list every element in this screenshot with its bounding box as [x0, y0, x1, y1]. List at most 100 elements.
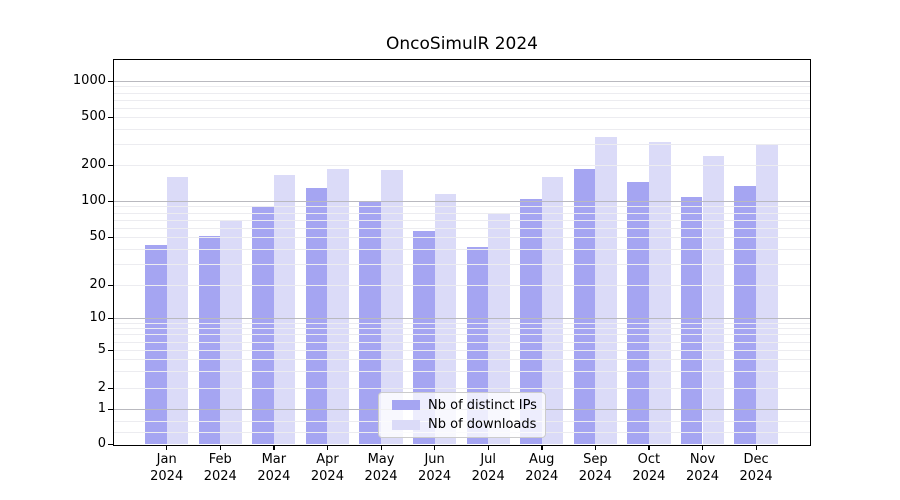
distinct-ips-swatch-icon	[392, 400, 420, 411]
y-tick-mark	[108, 443, 113, 445]
y-tick-label: 50	[89, 229, 106, 244]
y-tick-mark	[108, 387, 113, 389]
x-tick-mark	[380, 445, 382, 450]
y-tick-label: 1000	[72, 73, 106, 88]
gridline-minor	[114, 227, 810, 229]
plot-area	[114, 60, 810, 444]
gridline-minor	[114, 128, 810, 130]
bar-downloads	[381, 170, 403, 444]
gridline-minor	[114, 371, 810, 373]
x-tick-label: Feb 2024	[203, 452, 237, 484]
bar-downloads	[327, 168, 350, 444]
gridline-major	[114, 201, 810, 202]
legend-label-downloads: Nb of downloads	[428, 417, 537, 433]
legend-label-distinct-ips: Nb of distinct IPs	[428, 397, 537, 413]
y-tick-label: 0	[97, 436, 106, 451]
y-tick-mark	[108, 200, 113, 202]
bar-downloads	[756, 145, 778, 444]
bar-downloads	[220, 220, 242, 444]
bar-distinct-ips	[198, 235, 221, 444]
y-tick-label: 1	[97, 401, 106, 416]
bar-distinct-ips	[573, 169, 596, 444]
x-tick-label: May 2024	[364, 452, 398, 484]
legend: Nb of distinct IPs Nb of downloads	[378, 392, 546, 438]
x-tick-label: Aug 2024	[525, 452, 559, 484]
bar-distinct-ips	[252, 205, 274, 444]
bar-distinct-ips	[305, 188, 328, 444]
y-tick-label: 200	[81, 157, 106, 172]
y-tick-mark	[108, 284, 113, 286]
bar-distinct-ips	[627, 182, 649, 444]
gridline-minor	[114, 388, 810, 389]
y-tick-label: 20	[89, 277, 106, 292]
y-tick-mark	[108, 164, 113, 166]
x-tick-mark	[541, 445, 543, 450]
x-tick-label: Nov 2024	[685, 452, 720, 484]
gridline-minor	[114, 92, 810, 94]
x-tick-label: Jul 2024	[471, 452, 505, 484]
x-tick-mark	[594, 445, 597, 450]
x-tick-mark	[434, 445, 436, 450]
x-tick-mark	[219, 445, 222, 450]
gridline-minor	[114, 285, 810, 286]
x-tick-mark	[166, 445, 168, 450]
bar-distinct-ips	[520, 199, 542, 444]
x-tick-label: Dec 2024	[739, 452, 773, 484]
x-tick-label: Sep 2024	[578, 452, 612, 484]
y-tick-mark	[108, 349, 113, 351]
gridline-minor	[114, 248, 810, 250]
gridline-minor	[114, 165, 810, 166]
gridline-minor	[114, 212, 810, 214]
gridline-major	[114, 318, 810, 319]
x-tick-mark	[755, 445, 757, 450]
gridline-minor	[114, 328, 810, 330]
x-tick-mark	[487, 445, 489, 450]
gridline-minor	[114, 334, 810, 336]
y-tick-label: 500	[81, 109, 106, 124]
gridline-major	[114, 81, 810, 82]
gridline-minor	[114, 86, 810, 88]
gridline-minor	[114, 117, 810, 118]
chart-title: OncoSimulR 2024	[386, 34, 538, 54]
legend-row-downloads: Nb of downloads	[379, 417, 545, 432]
legend-row-distinct-ips: Nb of distinct IPs	[379, 398, 545, 413]
gridline-minor	[114, 350, 810, 351]
x-tick-mark	[326, 445, 329, 450]
bar-downloads	[273, 174, 296, 444]
bar-distinct-ips	[145, 244, 167, 444]
x-tick-mark	[273, 445, 275, 450]
bar-downloads	[595, 137, 617, 444]
y-tick-mark	[108, 80, 113, 82]
x-tick-label: Jan 2024	[150, 452, 184, 484]
x-tick-mark	[648, 445, 650, 450]
y-tick-mark	[108, 236, 113, 238]
bar-downloads	[702, 155, 725, 444]
gridline-minor	[114, 263, 810, 265]
bar-downloads	[648, 142, 671, 444]
y-tick-label: 10	[89, 310, 106, 325]
x-tick-label: Oct 2024	[632, 452, 666, 484]
y-tick-label: 100	[81, 193, 106, 208]
bar-downloads	[166, 176, 189, 444]
downloads-swatch-icon	[392, 419, 420, 430]
gridline-minor	[114, 359, 810, 361]
x-tick-mark	[702, 445, 704, 450]
gridline-minor	[114, 206, 810, 208]
x-tick-label: Jun 2024	[418, 452, 452, 484]
gridline-minor	[114, 107, 810, 109]
gridline-minor	[114, 322, 810, 324]
x-tick-label: Apr 2024	[310, 452, 344, 484]
bar-distinct-ips	[413, 231, 435, 444]
gridline-minor	[114, 237, 810, 238]
bar-downloads	[541, 176, 564, 444]
bar-distinct-ips	[734, 186, 757, 444]
x-tick-label: Mar 2024	[257, 452, 291, 484]
bar-distinct-ips	[359, 201, 381, 444]
gridline-minor	[114, 99, 810, 101]
y-tick-label: 5	[97, 342, 106, 357]
y-tick-mark	[108, 116, 113, 118]
bar-distinct-ips	[680, 197, 703, 444]
y-tick-mark	[108, 317, 113, 319]
y-tick-label: 2	[97, 380, 106, 395]
